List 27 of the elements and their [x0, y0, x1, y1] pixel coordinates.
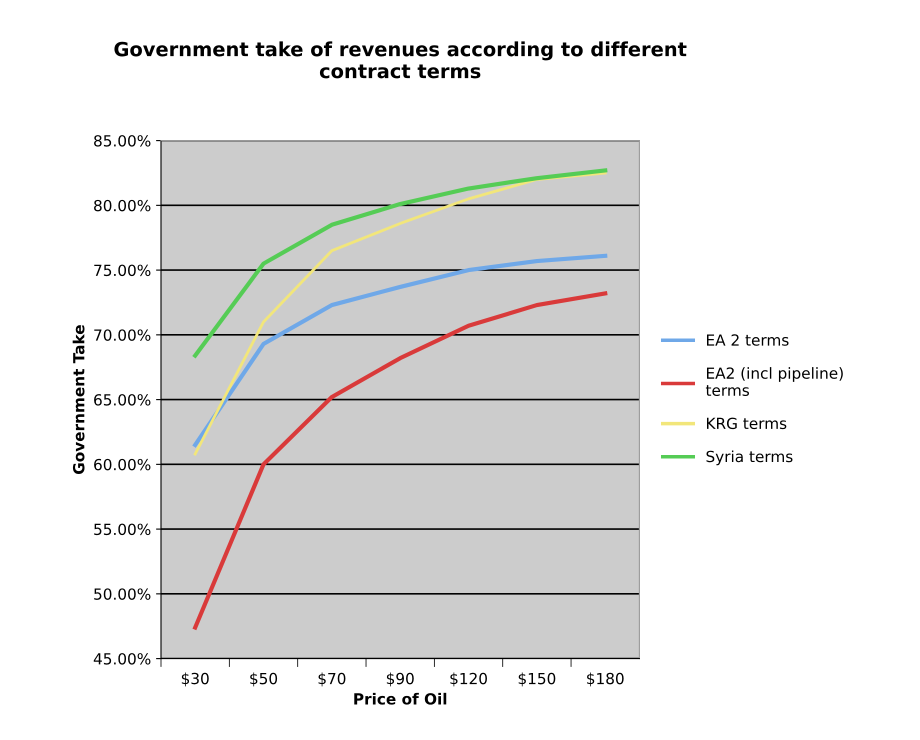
- y-tick-label: 80.00%: [94, 200, 150, 212]
- y-tick-label: 70.00%: [94, 329, 150, 341]
- legend-label: EA2 (incl pipeline) terms: [706, 367, 843, 396]
- x-tick-label: $70: [318, 672, 346, 686]
- y-axis-title: Government Take: [72, 325, 85, 474]
- legend-label: KRG terms: [706, 418, 786, 430]
- y-tick-label: 55.00%: [94, 524, 150, 536]
- y-tick-label: 45.00%: [94, 653, 150, 665]
- y-tick-label: 65.00%: [94, 394, 150, 406]
- legend-label: EA 2 terms: [706, 334, 789, 346]
- x-tick-label: $90: [386, 672, 414, 686]
- chart-title: Government take of revenues according to different contract terms: [114, 41, 686, 78]
- x-tick-label: $50: [250, 672, 278, 686]
- y-tick-label: 75.00%: [94, 264, 150, 276]
- x-tick-label: $150: [518, 672, 556, 686]
- x-tick-label: $120: [450, 672, 487, 686]
- line-series: [193, 254, 608, 448]
- line-series: [194, 172, 607, 456]
- x-tick-label: $30: [182, 672, 209, 686]
- y-tick-label: 50.00%: [94, 588, 150, 600]
- x-tick-label: $180: [587, 672, 624, 686]
- x-axis-title: Price of Oil: [354, 692, 446, 705]
- line-series: [193, 291, 608, 630]
- line-series: [193, 168, 608, 358]
- y-tick-label: 85.00%: [94, 135, 150, 147]
- y-tick-label: 60.00%: [94, 458, 150, 470]
- legend-label: Syria terms: [706, 450, 792, 466]
